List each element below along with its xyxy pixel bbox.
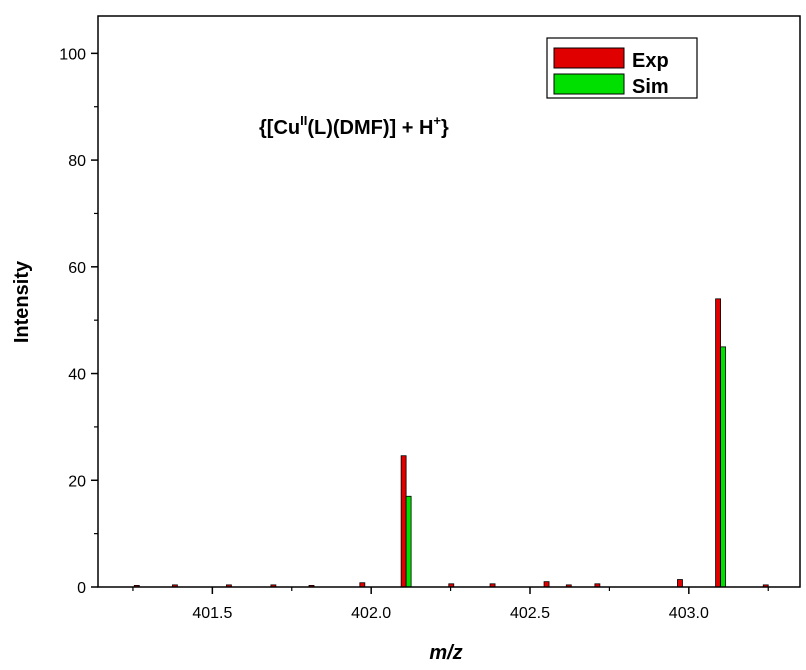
x-tick-label: 401.5 xyxy=(192,605,232,622)
bar-sim xyxy=(720,346,726,588)
plot-frame xyxy=(97,15,801,588)
y-axis-title: Intensity xyxy=(11,260,33,343)
legend-label-sim: Sim xyxy=(632,76,669,98)
annotation-prefix: {[Cu xyxy=(259,117,300,139)
y-tick-label: 20 xyxy=(68,473,86,490)
y-tick-label: 100 xyxy=(59,46,86,63)
bar-exp xyxy=(715,298,721,588)
y-tick-label: 80 xyxy=(68,153,86,170)
legend-swatch-exp xyxy=(553,47,625,69)
legend-label-exp: Exp xyxy=(632,50,669,72)
y-tick-label: 40 xyxy=(68,367,86,384)
axis-ticks: 0 20 40 60 80 100 401.5 402.0 402.5 403.0 xyxy=(59,46,769,622)
annotation-superscript-oxidation: II xyxy=(300,113,307,128)
bar-exp xyxy=(543,581,550,588)
annotation-suffix: } xyxy=(441,117,449,139)
x-tick-label: 402.0 xyxy=(351,605,391,622)
x-tick-label: 403.0 xyxy=(669,605,709,622)
bar-exp xyxy=(677,579,683,588)
y-tick-label: 60 xyxy=(68,260,86,277)
legend-swatch-sim xyxy=(553,73,625,95)
annotation-superscript-charge: + xyxy=(433,113,441,128)
bar-exp xyxy=(400,455,407,588)
chart-marks xyxy=(133,298,769,588)
bar-sim xyxy=(405,495,412,588)
x-axis-title: m/z xyxy=(429,642,462,664)
y-tick-label: 0 xyxy=(77,580,86,597)
x-tick-label: 402.5 xyxy=(510,605,550,622)
annotation-middle: (L)(DMF)] + H xyxy=(307,117,433,139)
legend: Exp Sim xyxy=(546,37,698,99)
species-annotation: {[CuII(L)(DMF)] + H+} xyxy=(259,113,449,139)
